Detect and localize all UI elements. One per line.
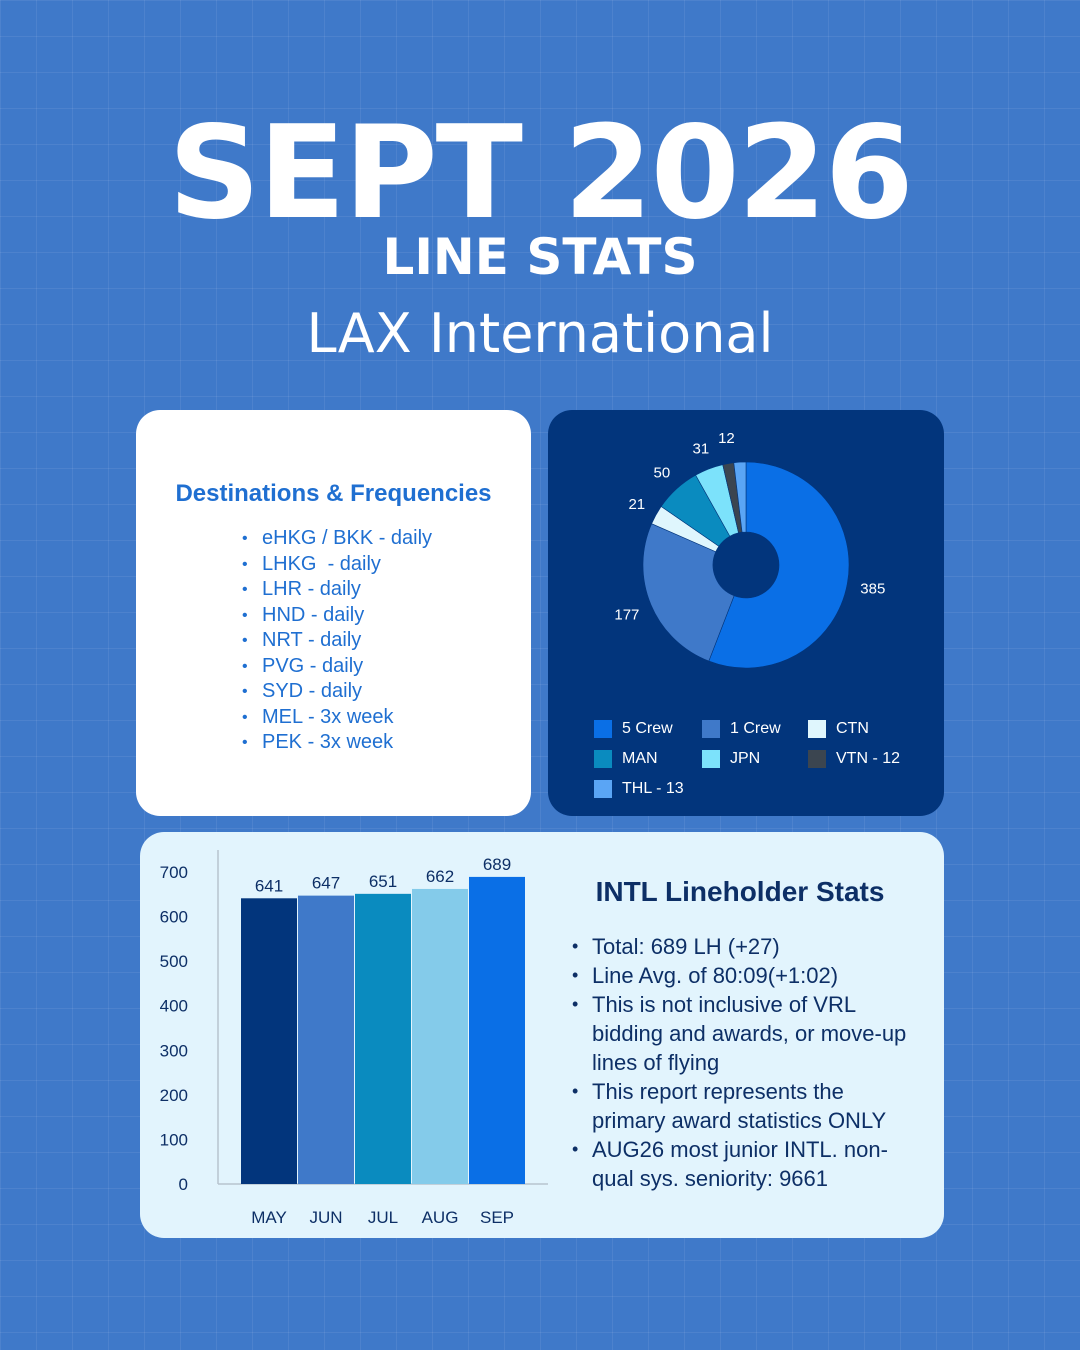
- legend-label: JPN: [730, 750, 761, 767]
- destination-item: SYD - daily: [242, 679, 432, 705]
- lineholder-stats-card: 0 100 200 300 400 500 600 700 641 MAY 647 JUN 651 JUL…: [140, 832, 944, 1238]
- y-tick-label: 500: [160, 952, 188, 971]
- pie-slice: [733, 461, 747, 533]
- destinations-title: Destinations & Frequencies: [175, 480, 492, 507]
- destination-item: HND - daily: [242, 603, 432, 629]
- x-tick-label: JUN: [309, 1208, 342, 1227]
- bar: [241, 898, 297, 1184]
- y-tick-label: 200: [160, 1086, 188, 1105]
- legend-swatch: [808, 750, 826, 768]
- stats-title: INTL Lineholder Stats: [595, 876, 885, 907]
- y-tick-label: 400: [160, 997, 188, 1016]
- pie-slice: [642, 523, 735, 662]
- destination-item: MEL - 3x week: [242, 705, 432, 731]
- y-tick-label: 100: [160, 1130, 188, 1149]
- y-tick-label: 300: [160, 1041, 188, 1060]
- x-tick-label: SEP: [480, 1208, 514, 1227]
- x-tick-label: AUG: [422, 1208, 459, 1227]
- legend-entry: CTN: [808, 720, 869, 738]
- legend-swatch: [594, 780, 612, 798]
- legend-label: MAN: [622, 750, 658, 767]
- pie-data-label: 12: [718, 430, 735, 447]
- stats-item: Total: 689 LH (+27): [572, 932, 912, 961]
- stats-item: This report represents the primary award…: [572, 1077, 912, 1135]
- y-tick-label: 700: [160, 863, 188, 882]
- destination-item: LHKG - daily: [242, 552, 432, 578]
- bar-value-label: 647: [312, 874, 340, 893]
- legend-entry: VTN - 12: [808, 750, 900, 768]
- pie-slice: [708, 461, 850, 669]
- destinations-card: Destinations & Frequencies eHKG / BKK - …: [136, 410, 531, 816]
- legend-swatch: [594, 720, 612, 738]
- legend-entry: 1 Crew: [702, 720, 781, 738]
- x-tick-label: MAY: [251, 1208, 287, 1227]
- stats-item: AUG26 most junior INTL. non-qual sys. se…: [572, 1135, 912, 1193]
- destinations-list: eHKG / BKK - daily LHKG - daily LHR - da…: [242, 526, 432, 756]
- destination-item: PVG - daily: [242, 654, 432, 680]
- legend-entry: 5 Crew: [594, 720, 673, 738]
- pie-data-label: 50: [653, 465, 670, 482]
- legend-label: VTN - 12: [836, 750, 901, 767]
- legend-label: THL - 13: [622, 780, 684, 797]
- legend-entry: MAN: [594, 750, 658, 768]
- legend-label: 5 Crew: [622, 720, 673, 737]
- crew-pie-chart: 385 177 21 50 31 12: [614, 430, 885, 669]
- legend-swatch: [702, 750, 720, 768]
- y-tick-label: 0: [179, 1175, 188, 1194]
- bar-value-label: 689: [483, 855, 511, 874]
- destination-item: eHKG / BKK - daily: [242, 526, 432, 552]
- crew-pie-card: 385 177 21 50 31 12 5 Crew 1 Crew CTN MAN JPN VTN …: [548, 410, 944, 816]
- bar-value-label: 651: [369, 872, 397, 891]
- bar: [355, 893, 411, 1184]
- stats-item: Line Avg. of 80:09(+1:02): [572, 961, 912, 990]
- pie-data-label: 177: [614, 607, 639, 624]
- location-label: LAX International: [306, 302, 774, 365]
- bar-value-label: 641: [255, 876, 283, 895]
- legend-swatch: [594, 750, 612, 768]
- legend-label: 1 Crew: [730, 720, 781, 737]
- legend-entry: THL - 13: [594, 780, 684, 798]
- stats-list: Total: 689 LH (+27) Line Avg. of 80:09(+…: [572, 932, 912, 1193]
- page-subtitle: LINE STATS: [382, 228, 698, 286]
- stats-item: This is not inclusive of VRL bidding and…: [572, 990, 912, 1077]
- x-tick-label: JUL: [368, 1208, 398, 1227]
- legend-swatch: [702, 720, 720, 738]
- destination-item: LHR - daily: [242, 577, 432, 603]
- legend-swatch: [808, 720, 826, 738]
- destination-item: PEK - 3x week: [242, 730, 432, 756]
- bar: [412, 888, 468, 1184]
- y-tick-label: 600: [160, 908, 188, 927]
- bar: [298, 895, 354, 1184]
- bar-value-label: 662: [426, 867, 454, 886]
- pie-data-label: 31: [693, 440, 710, 457]
- pie-data-label: 385: [860, 581, 885, 598]
- legend-label: CTN: [836, 720, 869, 737]
- page-title: SEPT 2026: [168, 99, 914, 248]
- destination-item: NRT - daily: [242, 628, 432, 654]
- legend-entry: JPN: [702, 750, 760, 768]
- bar: [469, 876, 525, 1184]
- lineholder-bar-chart: 0 100 200 300 400 500 600 700 641 MAY 647 JUN 651 JUL…: [160, 850, 548, 1227]
- pie-data-label: 21: [628, 496, 645, 513]
